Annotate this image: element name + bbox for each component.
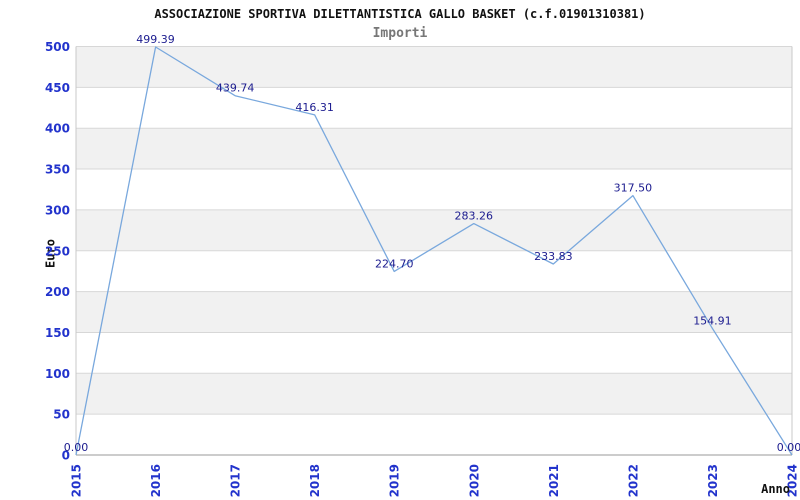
plot-band	[76, 169, 792, 210]
plot-band	[76, 46, 792, 88]
point-value-label: 283.26	[455, 210, 494, 223]
plot-band	[76, 87, 792, 129]
chart-title: ASSOCIAZIONE SPORTIVA DILETTANTISTICA GA…	[154, 7, 646, 21]
plot-band	[76, 414, 792, 455]
plot-band	[76, 128, 792, 170]
point-value-label: 416.31	[295, 101, 334, 114]
x-tick-label: 2023	[706, 464, 720, 497]
y-tick-label: 300	[45, 203, 70, 217]
point-value-label: 439.74	[216, 82, 255, 95]
y-tick-label: 0	[62, 449, 70, 463]
point-value-label: 0.00	[777, 441, 800, 454]
point-value-label: 499.39	[136, 33, 175, 46]
y-tick-label: 150	[45, 326, 70, 340]
x-tick-label: 2021	[547, 464, 561, 497]
point-value-label: 0.00	[64, 441, 89, 454]
x-tick-label: 2017	[229, 464, 243, 497]
plot-band	[76, 332, 792, 374]
y-tick-label: 400	[45, 122, 70, 136]
x-tick-label: 2019	[388, 464, 402, 497]
x-tick-label: 2015	[70, 464, 84, 497]
y-tick-label: 100	[45, 367, 70, 381]
plot-band	[76, 250, 792, 292]
point-value-label: 233.83	[534, 250, 573, 263]
data-line	[75, 46, 793, 456]
y-tick-label: 50	[53, 408, 70, 422]
x-tick-label: 2020	[467, 464, 481, 497]
point-value-label: 224.70	[375, 257, 414, 270]
x-tick-label: 2022	[626, 464, 640, 497]
y-tick-label: 200	[45, 285, 70, 299]
point-value-label: 154.91	[693, 314, 732, 327]
plot-band	[76, 373, 792, 415]
y-tick-label: 500	[45, 40, 70, 54]
x-axis-title: Anno	[761, 482, 790, 496]
x-tick-label: 2018	[308, 464, 322, 497]
plot-band	[76, 209, 792, 251]
y-tick-label: 350	[45, 163, 70, 177]
x-tick-label: 2016	[149, 464, 163, 497]
y-tick-label: 450	[45, 81, 70, 95]
y-tick-label: 250	[45, 244, 70, 258]
point-value-label: 317.50	[614, 182, 653, 195]
x-tick-label: 2024	[786, 464, 800, 497]
chart-subtitle: Importi	[372, 26, 428, 41]
plot-band	[76, 291, 792, 333]
